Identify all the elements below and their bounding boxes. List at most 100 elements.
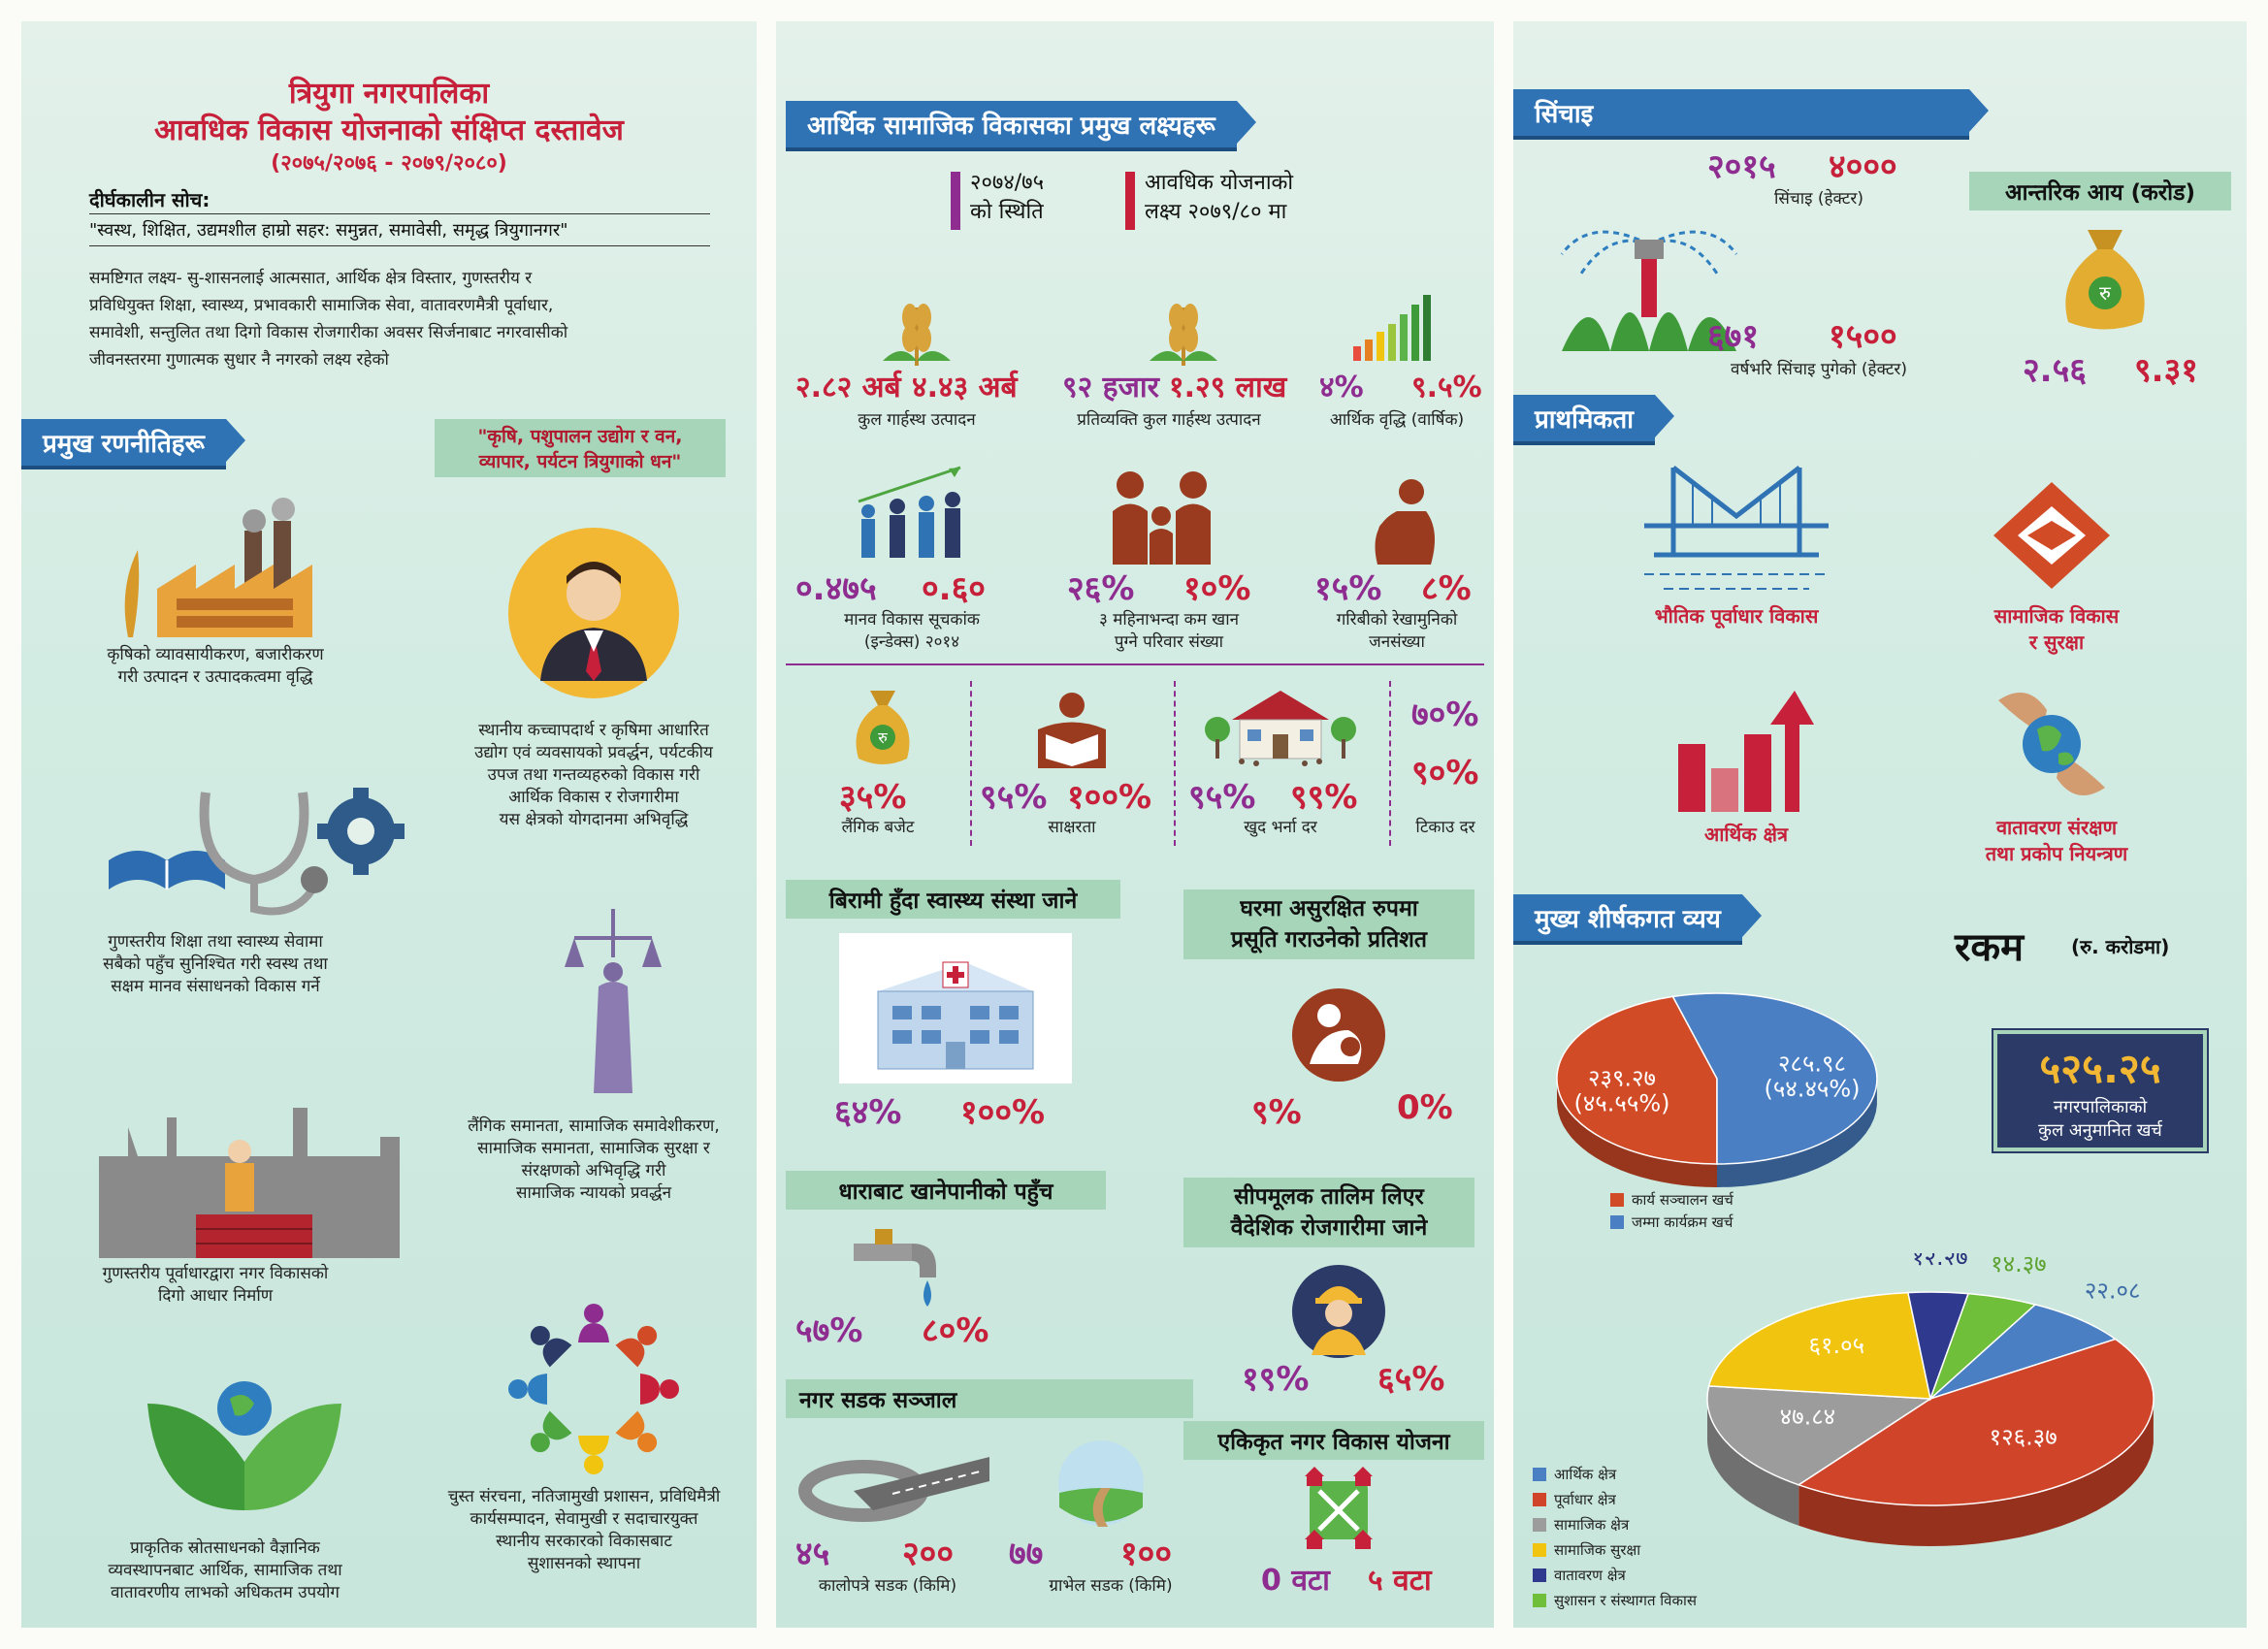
blacktop-status: ४५ xyxy=(795,1535,830,1573)
pie2-legend-swatch-5 xyxy=(1533,1568,1546,1582)
vision-text: "स्वस्थ, शिक्षित, उद्यमशील हाम्रो सहर: स… xyxy=(89,213,710,246)
strategy-4-line-2: सामाजिक समानता, सामाजिक सुरक्षा र xyxy=(477,1138,710,1158)
strategy-2-line-1: स्थानीय कच्चापदार्थ र कृषिमा आधारित xyxy=(478,721,709,740)
priority-social: सामाजिक विकास र सुरक्षा xyxy=(1950,603,2163,656)
justice-icon xyxy=(565,909,662,1093)
retention-status: ७०% xyxy=(1411,695,1479,734)
poverty-status: १५% xyxy=(1314,569,1382,608)
infrastructure-icon xyxy=(99,1108,400,1258)
strategy-4-line-1: लैंगिक समानता, सामाजिक समावेशीकरण, xyxy=(468,1116,720,1136)
pie1-data-label-2-1: २८५.९८ xyxy=(1778,1051,1846,1078)
family-icon xyxy=(1113,471,1211,565)
skill-header-line-2: वैदेशिक रोजगारीमा जाने xyxy=(1230,1215,1428,1242)
blacktop-label: कालोपत्रे सडक (किमि) xyxy=(818,1576,957,1596)
pie2-legend-label-4: सामाजिक सुरक्षा xyxy=(1554,1541,1641,1559)
strategy-7: चुस्त संरचना, नतिजामुखी प्रशासन, प्रविधि… xyxy=(409,1486,757,1575)
priority-environment-line-2: तथा प्रकोप नियन्त्रण xyxy=(1985,842,2128,865)
enrollment-label: खुद भर्ना दर xyxy=(1244,818,1317,837)
priority-economy: आर्थिक क्षेत्र xyxy=(1703,823,1789,846)
gdp-target: ४.४३ अर्ब xyxy=(912,371,1018,404)
birth-header-line-2: प्रसूति गराउनेको प्रतिशत xyxy=(1231,927,1427,954)
page-subtitle: आवधिक विकास योजनाको संक्षिप्त दस्तावेज xyxy=(154,113,624,147)
hdi-target: ०.६० xyxy=(922,569,986,608)
pie2-legend: आर्थिक क्षेत्र पूर्वाधार क्षेत्र सामाजिक क… xyxy=(1533,1465,1697,1616)
reading-icon xyxy=(1038,693,1106,768)
pie2-legend-item-3: सामाजिक क्षेत्र xyxy=(1533,1515,1697,1535)
birth-target: 0% xyxy=(1397,1088,1453,1127)
birth-status: ९% xyxy=(1251,1093,1302,1132)
gdp-label: कुल गार्हस्थ उत्पादन xyxy=(858,410,976,430)
strategy-2-line-5: यस क्षेत्रको योगदानमा अभिवृद्धि xyxy=(499,809,689,829)
strategy-5-line-2: दिगो आधार निर्माण xyxy=(157,1285,274,1306)
target-swatch xyxy=(1125,172,1135,230)
total-expense-box: ५२५.२५ नगरपालिकाको कुल अनुमानित खर्च xyxy=(1992,1028,2209,1153)
food-status: २६% xyxy=(1067,569,1135,608)
retention-label: टिकाउ दर xyxy=(1415,818,1475,837)
priority-ribbon: प्राथमिकता xyxy=(1513,395,1674,445)
slogan-line-1: "कृषि, पशुपालन उद्योग र वन, xyxy=(477,426,683,447)
pie1-legend-2-swatch xyxy=(1610,1215,1624,1229)
hdi-label-line-2: (इन्डेक्स) २०१४ xyxy=(863,631,960,652)
worker-icon xyxy=(1292,1265,1385,1358)
economy-chart-icon xyxy=(1678,691,1814,812)
strategy-3: गुणस्तरीय शिक्षा तथा स्वास्थ्य सेवामा सब… xyxy=(50,931,380,998)
yearround-status: ६७१ xyxy=(1707,317,1760,356)
strategy-7-line-3: स्थानीय सरकारको विकासबाट xyxy=(496,1531,672,1551)
growth-status: ४% xyxy=(1319,371,1364,404)
growth-target: ९.५% xyxy=(1411,371,1482,404)
total-expense-label-line-2: कुल अनुमानित खर्च xyxy=(2038,1120,2162,1141)
goal-line-1: समष्टिगत लक्ष्य- सु-शासनलाई आत्मसात, आर्… xyxy=(89,269,533,288)
pie2-slice-side-2 xyxy=(1798,1402,2154,1546)
strategy-6-line-1: प्राकृतिक स्रोतसाधनको वैज्ञानिक xyxy=(130,1538,320,1558)
amount-unit: (रु. करोडमा) xyxy=(2071,935,2170,958)
strategy-2-line-4: आर्थिक विकास र रोजगारीमा xyxy=(508,787,679,807)
poverty-target: ८% xyxy=(1421,569,1472,608)
irrigation-label: सिंचाइ (हेक्टर) xyxy=(1774,189,1863,209)
health-status: ६४% xyxy=(834,1093,902,1132)
legend-target-line-2: लक्ष्य २०७९/८० मा xyxy=(1145,199,1287,224)
pcgdp-status: ९२ हजार xyxy=(1062,371,1159,404)
skill-header-line-1: सीपमूलक तालिम लिएर xyxy=(1234,1184,1424,1210)
divider-2 xyxy=(1174,681,1176,846)
gravel-target: १०० xyxy=(1120,1535,1173,1573)
pie1-data-label-2-2: (५४.४५%) xyxy=(1764,1076,1860,1103)
priority-infrastructure: भौतिक पूर्वाधार विकास xyxy=(1654,604,1819,628)
yearround-label: वर्षभरि सिंचाइ पुगेको (हेक्टर) xyxy=(1731,360,1907,379)
strategy-7-line-4: सुशासनको स्थापना xyxy=(527,1553,641,1573)
nature-leaves-icon xyxy=(147,1381,341,1510)
pie2-slice-side-3 xyxy=(1707,1397,1799,1526)
pie2-legend-item-5: वातावरण क्षेत्र xyxy=(1533,1566,1697,1585)
goal-line-2: प्रविधियुक्त शिक्षा, स्वास्थ्य, प्रभावका… xyxy=(89,296,554,315)
slogan: "कृषि, पशुपालन उद्योग र वन, व्यापार, पर्… xyxy=(435,419,726,477)
pie2-legend-swatch-4 xyxy=(1533,1543,1546,1557)
pie2-legend-label-6: सुशासन र संस्थागत विकास xyxy=(1554,1592,1698,1609)
food-target: १०% xyxy=(1183,569,1251,608)
pie2-data-label-6: १४.३७ xyxy=(1991,1253,2047,1277)
bridge-icon xyxy=(1644,466,1829,590)
strategy-6-line-2: व्यवस्थापनबाट आर्थिक, सामाजिक तथा xyxy=(108,1560,342,1580)
strategy-6: प्राकृतिक स्रोतसाधनको वैज्ञानिक व्यवस्था… xyxy=(50,1537,400,1604)
retention-target: ९०% xyxy=(1411,754,1479,792)
pie1-slice-side-1 xyxy=(1557,1078,1717,1187)
food-label: ३ महिनाभन्दा कम खान पुग्ने परिवार संख्या xyxy=(1053,609,1285,654)
growth-label: आर्थिक वृद्धि (वार्षिक) xyxy=(1329,410,1465,430)
pie2-legend-label-2: पूर्वाधार क्षेत्र xyxy=(1554,1491,1616,1508)
hospital-icon xyxy=(839,933,1072,1083)
pcgdp-label: प्रतिव्यक्ति कुल गार्हस्थ उत्पादन xyxy=(1077,410,1261,430)
section-divider xyxy=(786,663,1484,665)
businessman-icon xyxy=(508,528,679,698)
birth-header-line-1: घरमा असुरक्षित रुपमा xyxy=(1240,896,1418,922)
pie2-legend-swatch-3 xyxy=(1533,1518,1546,1532)
school-icon xyxy=(1205,691,1356,766)
strategy-4-line-4: सामाजिक न्यायको प्रवर्द्धन xyxy=(515,1182,672,1203)
pie1-legend-1: कार्य सञ्चालन खर्च xyxy=(1610,1190,1733,1210)
gender-budget-label: लैंगिक बजेट xyxy=(841,818,915,837)
pie2-data-label-1: २२.०८ xyxy=(2085,1277,2141,1304)
wheat-icon xyxy=(883,304,951,366)
priority-social-line-2: र सुरक्षा xyxy=(2028,630,2085,654)
strategy-1-line-2: गरी उत्पादन र उत्पादकत्वमा वृद्धि xyxy=(117,666,313,687)
revenue-target: ९.३१ xyxy=(2134,351,2198,390)
strategy-2-line-3: उपज तथा गन्तव्यहरुको विकास गरी xyxy=(487,764,700,785)
pie1-legend-2: जम्मा कार्यक्रम खर्च xyxy=(1610,1212,1733,1232)
poverty-label-line-1: गरिबीको रेखामुनिको xyxy=(1336,610,1458,630)
